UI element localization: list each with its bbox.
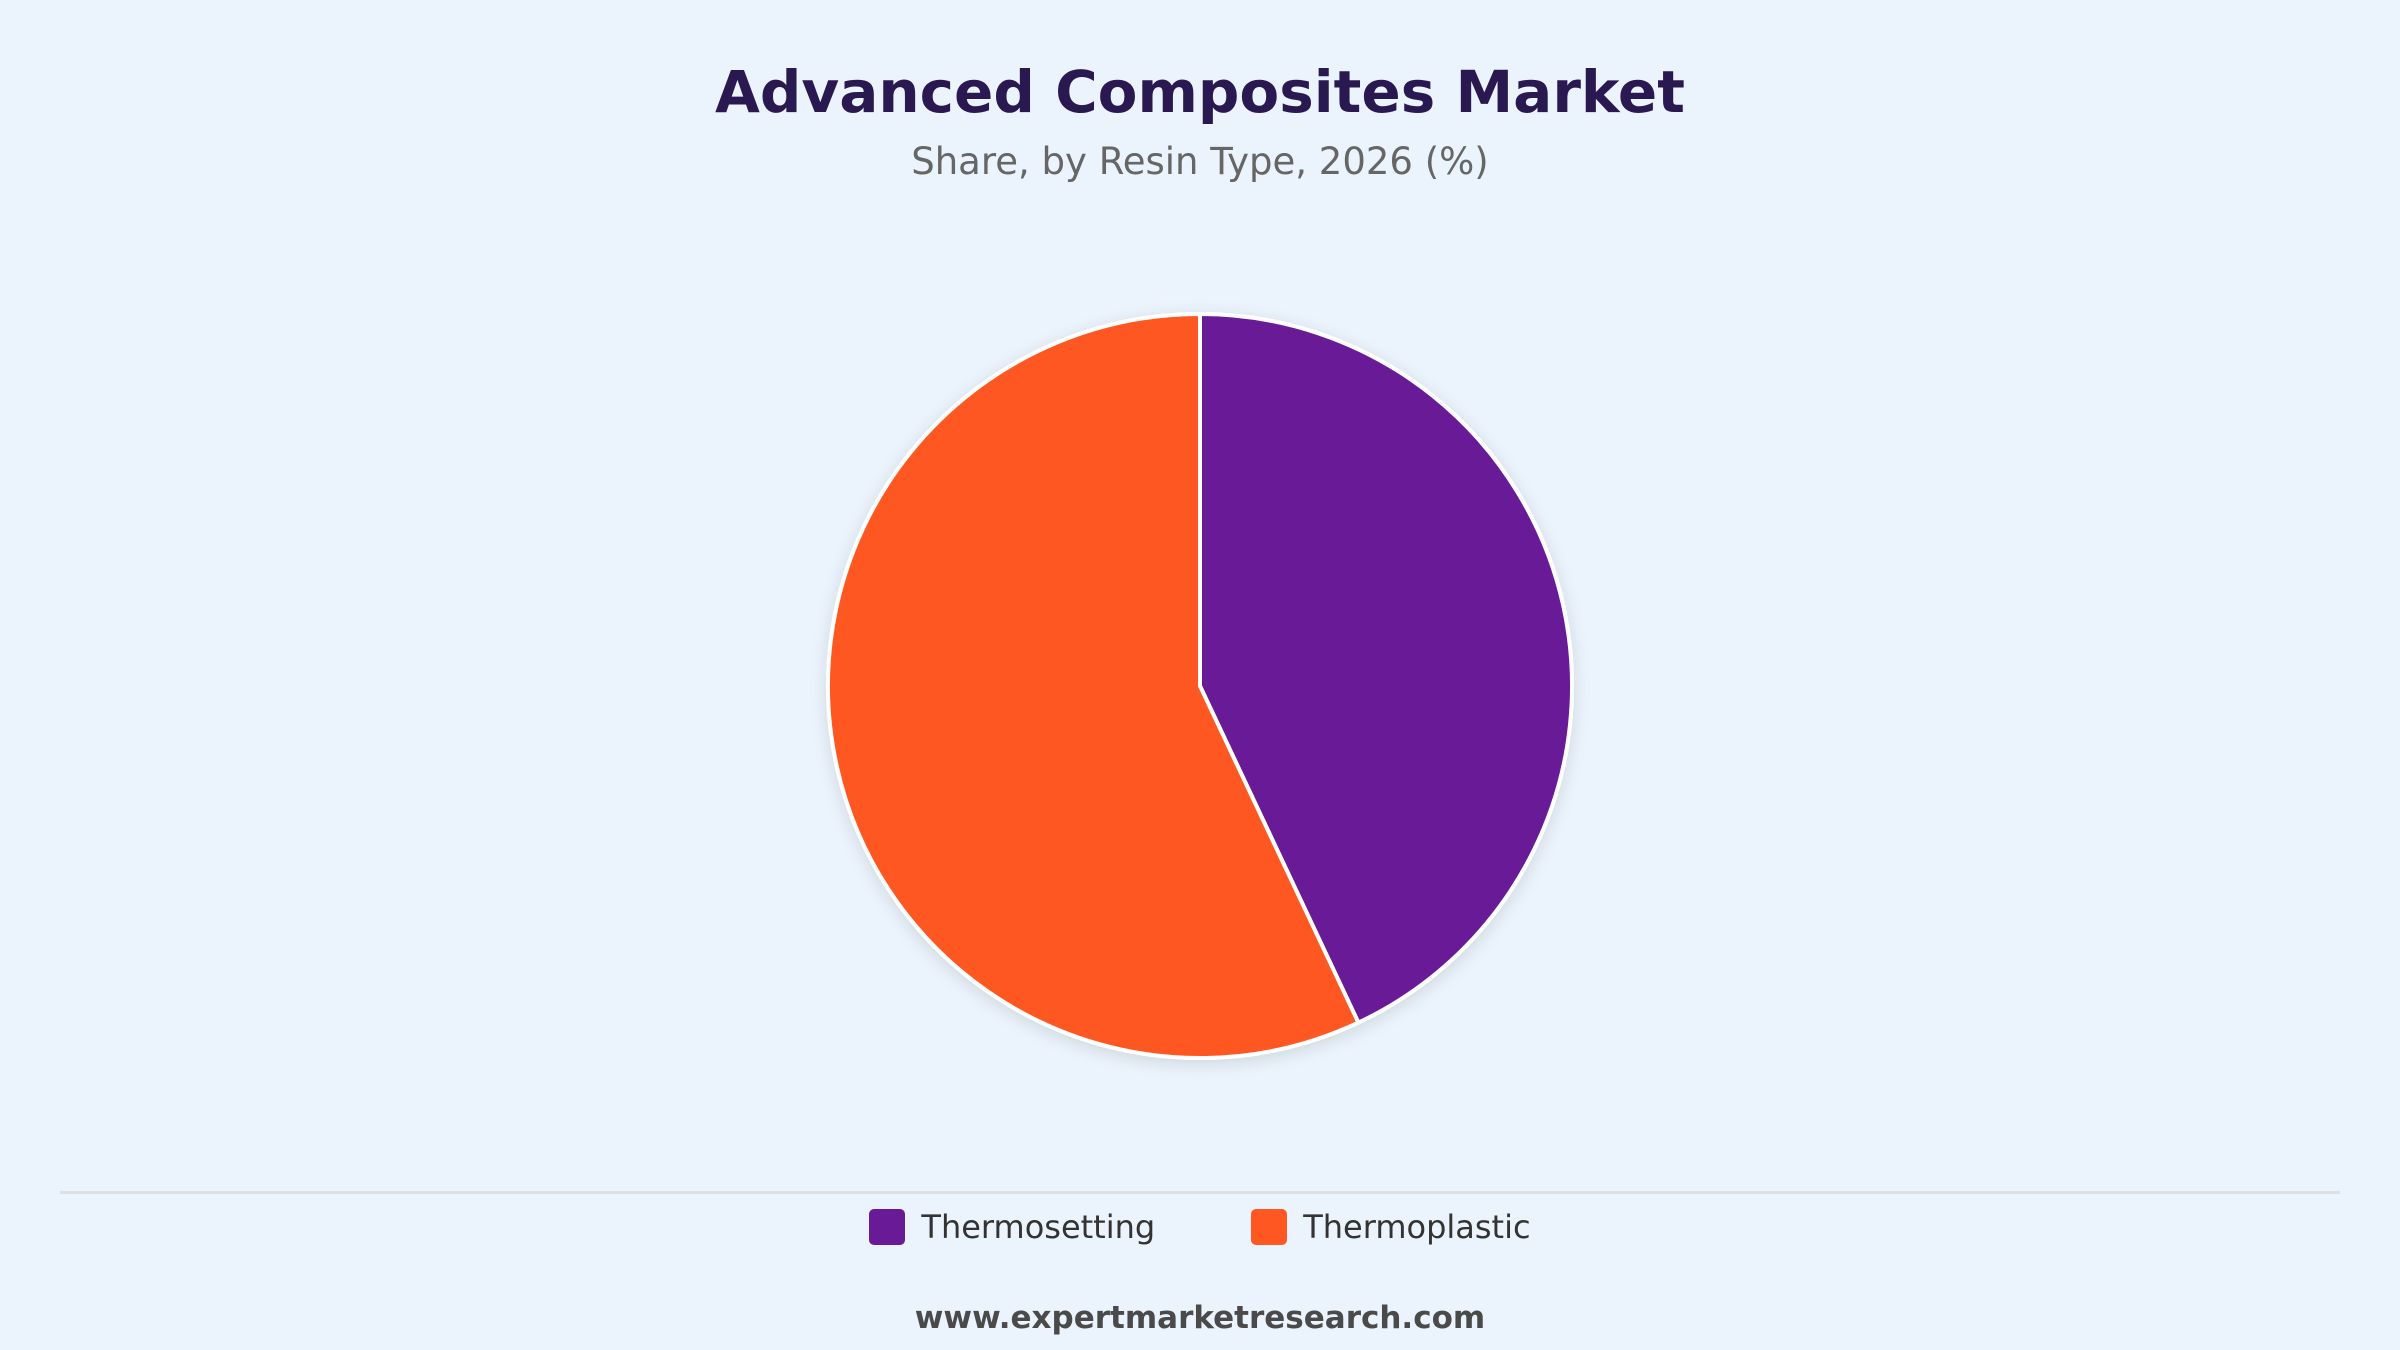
pie-slice-thermosetting[interactable] [1198,312,1574,1025]
legend-swatch-thermoplastic [1251,1209,1288,1245]
legend-item-thermoplastic[interactable]: Thermoplastic [1251,1208,1531,1246]
legend-label-thermosetting: Thermosetting [921,1208,1156,1246]
source-website: www.expertmarketresearch.com [914,1300,1486,1336]
legend-divider [60,1191,2340,1194]
pie-slices [826,312,1574,1060]
legend-swatch-thermosetting [869,1209,906,1245]
pie-slice-thermoplastic[interactable] [826,312,1361,1060]
legend-item-thermosetting[interactable]: Thermosetting [869,1208,1155,1246]
legend: Thermosetting Thermoplastic [0,1208,2400,1246]
chart-subtitle: Share, by Resin Type, 2026 (%) [911,140,1489,183]
legend-label-thermoplastic: Thermoplastic [1303,1208,1531,1246]
chart-title: Advanced Composites Market [715,58,1685,126]
